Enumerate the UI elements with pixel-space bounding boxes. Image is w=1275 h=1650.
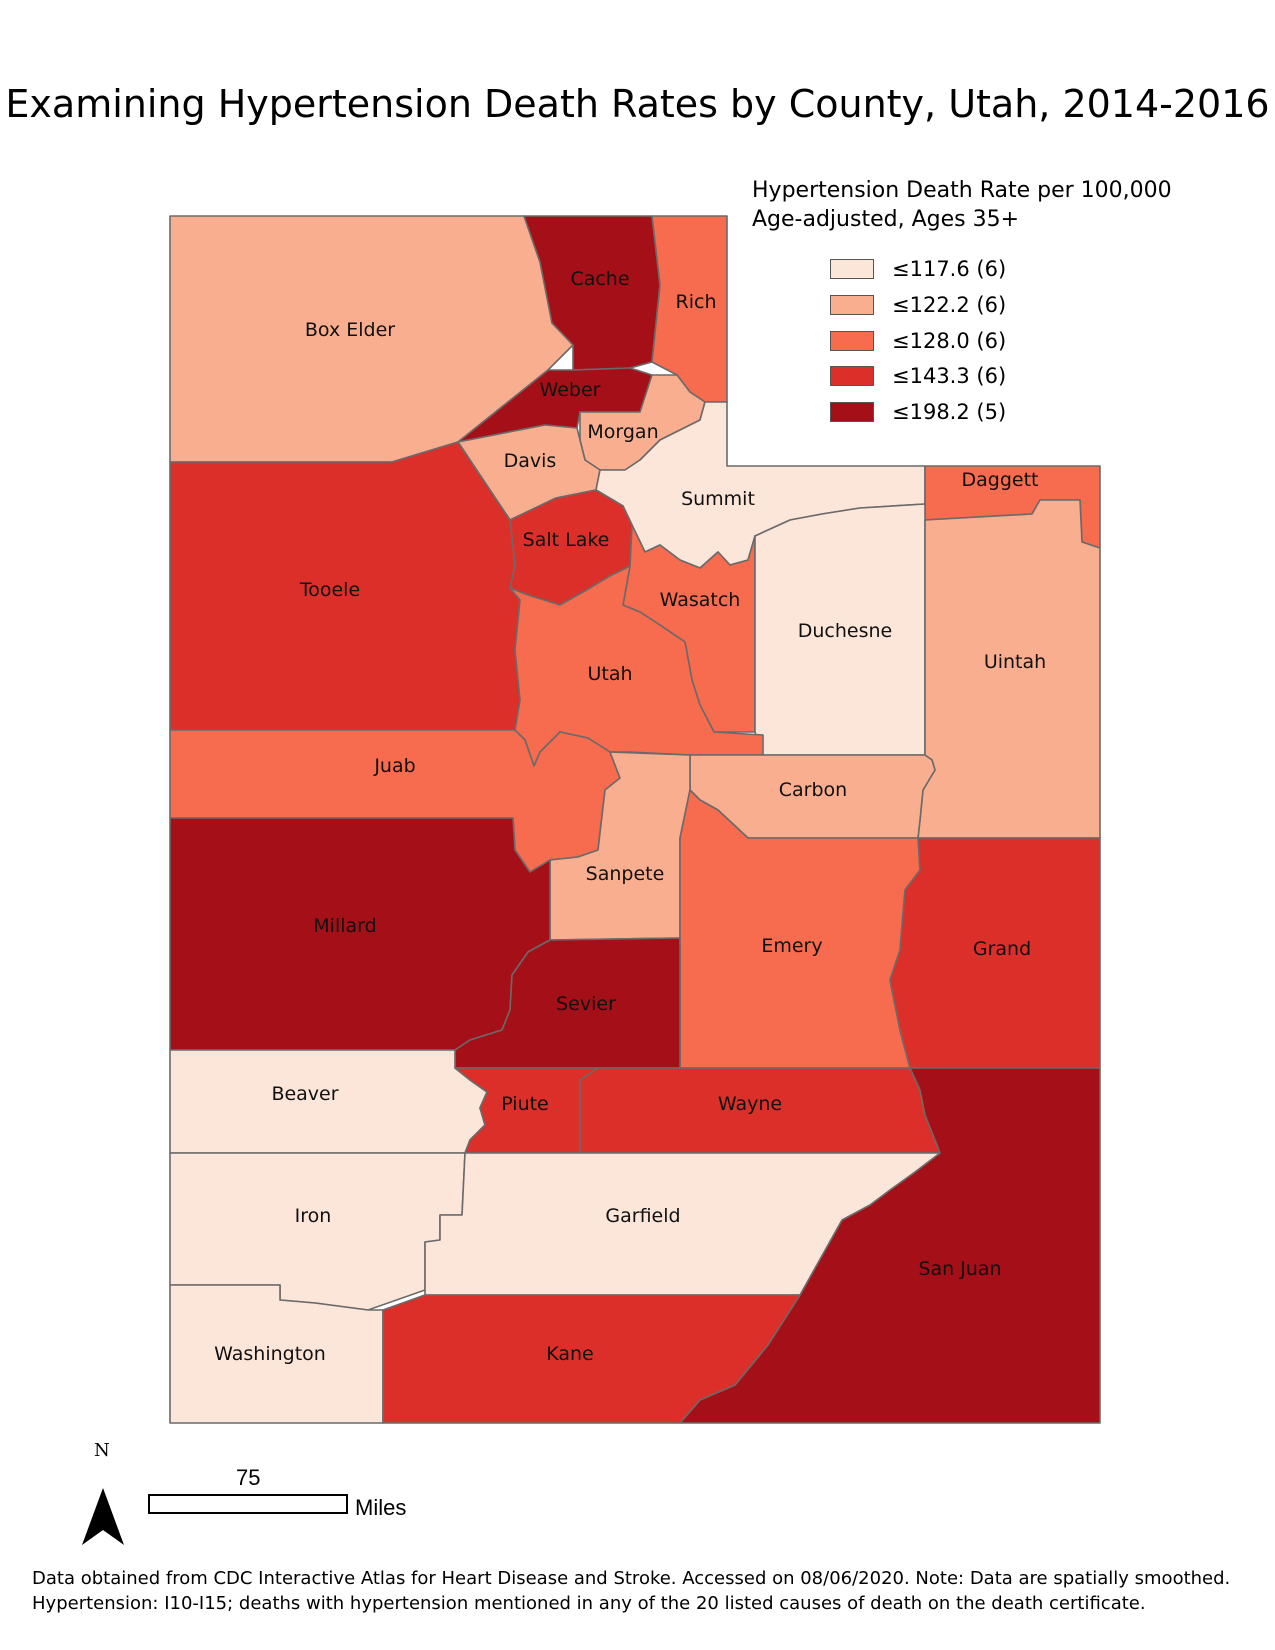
- north-arrow-label: N: [94, 1440, 110, 1461]
- county-label-uintah: Uintah: [984, 651, 1046, 673]
- scale-bar: [148, 1494, 348, 1514]
- county-label-washington: Washington: [214, 1343, 326, 1365]
- legend-label: ≤128.0 (6): [892, 329, 1007, 353]
- county-label-rich: Rich: [676, 291, 717, 313]
- county-kane: [382, 1294, 801, 1424]
- county-label-garfield: Garfield: [605, 1205, 680, 1227]
- county-label-kane: Kane: [546, 1343, 594, 1365]
- county-label-daggett: Daggett: [962, 469, 1039, 491]
- county-label-salt-lake: Salt Lake: [523, 529, 610, 551]
- county-label-box-elder: Box Elder: [305, 319, 395, 341]
- county-label-grand: Grand: [973, 938, 1031, 960]
- county-label-weber: Weber: [540, 379, 601, 401]
- county-label-san-juan: San Juan: [918, 1258, 1001, 1280]
- legend-swatch: [830, 402, 874, 422]
- legend-swatch: [830, 295, 874, 315]
- legend-swatch: [830, 366, 874, 386]
- county-label-piute: Piute: [501, 1093, 549, 1115]
- county-garfield: [424, 1152, 941, 1296]
- legend-label: ≤117.6 (6): [892, 257, 1007, 281]
- legend-label: ≤122.2 (6): [892, 293, 1007, 317]
- legend-label: ≤198.2 (5): [892, 400, 1007, 424]
- county-label-sevier: Sevier: [556, 993, 616, 1015]
- county-label-tooele: Tooele: [299, 579, 360, 601]
- county-label-duchesne: Duchesne: [798, 620, 892, 642]
- county-label-cache: Cache: [570, 268, 629, 290]
- legend-swatch: [830, 259, 874, 279]
- footnote-line2: Hypertension: I10-I15; deaths with hyper…: [32, 1593, 1146, 1614]
- map-title: Examining Hypertension Death Rates by Co…: [5, 82, 1270, 126]
- county-label-iron: Iron: [295, 1205, 332, 1227]
- county-label-morgan: Morgan: [587, 421, 658, 443]
- county-label-millard: Millard: [313, 915, 376, 937]
- county-label-emery: Emery: [761, 935, 822, 957]
- county-sevier: [454, 937, 681, 1069]
- county-grand: [889, 837, 1101, 1069]
- footnote-line1: Data obtained from CDC Interactive Atlas…: [32, 1568, 1231, 1589]
- county-label-beaver: Beaver: [271, 1083, 338, 1105]
- scale-bar-unit: Miles: [355, 1495, 407, 1520]
- north-arrow-icon: [82, 1488, 124, 1545]
- legend-title-line1: Hypertension Death Rate per 100,000: [752, 178, 1172, 203]
- county-label-sanpete: Sanpete: [586, 863, 665, 885]
- legend-title-line2: Age-adjusted, Ages 35+: [752, 207, 1019, 232]
- legend-title: Hypertension Death Rate per 100,000 Age-…: [752, 176, 1172, 234]
- legend-swatch: [830, 331, 874, 351]
- scale-bar-value: 75: [236, 1465, 261, 1490]
- legend-label: ≤143.3 (6): [892, 364, 1007, 388]
- county-label-carbon: Carbon: [779, 779, 847, 801]
- county-label-wayne: Wayne: [718, 1093, 782, 1115]
- county-washington: [169, 1284, 384, 1424]
- county-label-utah: Utah: [587, 663, 632, 685]
- county-label-juab: Juab: [373, 755, 415, 777]
- county-label-summit: Summit: [681, 488, 755, 510]
- county-label-wasatch: Wasatch: [660, 589, 741, 611]
- county-label-davis: Davis: [504, 450, 557, 472]
